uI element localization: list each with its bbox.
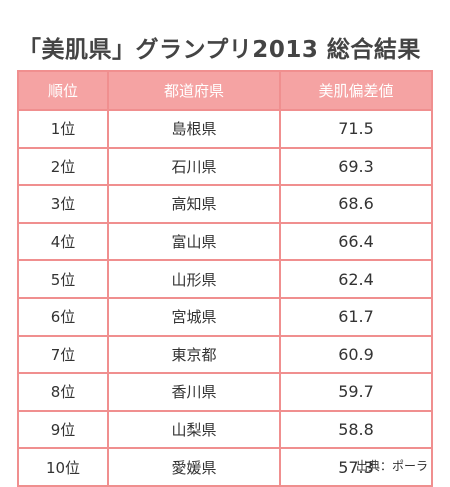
prefecture-cell: 宮城県 bbox=[107, 296, 281, 337]
table-row: 7位 東京都 60.9 bbox=[17, 334, 433, 375]
prefecture-cell: 愛媛県 bbox=[107, 447, 281, 487]
score-cell: 62.4 bbox=[279, 259, 433, 299]
rank-cell: 7位 bbox=[17, 334, 109, 375]
rank-cell: 3位 bbox=[17, 184, 109, 224]
table-row: 3位 高知県 68.6 bbox=[17, 184, 433, 224]
table-row: 6位 宮城県 61.7 bbox=[17, 296, 433, 337]
rank-cell: 9位 bbox=[17, 409, 109, 450]
table-row: 5位 山形県 62.4 bbox=[17, 259, 433, 299]
table-row: 9位 山梨県 58.8 bbox=[17, 409, 433, 450]
prefecture-cell: 山形県 bbox=[107, 259, 281, 299]
rank-cell: 5位 bbox=[17, 259, 109, 299]
score-cell: 60.9 bbox=[279, 334, 433, 375]
source-credit: 出典：ポーラ bbox=[355, 459, 428, 473]
rank-cell: 4位 bbox=[17, 221, 109, 262]
column-header-prefecture: 都道府県 bbox=[107, 70, 281, 111]
rank-cell: 10位 bbox=[17, 447, 109, 487]
table-row: 2位 石川県 69.3 bbox=[17, 146, 433, 187]
prefecture-cell: 山梨県 bbox=[107, 409, 281, 450]
page-title: 「美肌県」グランプリ2013 総合結果 bbox=[18, 37, 421, 63]
score-cell: 61.7 bbox=[279, 296, 433, 337]
rank-cell: 8位 bbox=[17, 372, 109, 412]
prefecture-cell: 香川県 bbox=[107, 372, 281, 412]
prefecture-cell: 石川県 bbox=[107, 146, 281, 187]
table-row: 8位 香川県 59.7 bbox=[17, 372, 433, 412]
prefecture-cell: 高知県 bbox=[107, 184, 281, 224]
score-cell: 66.4 bbox=[279, 221, 433, 262]
score-cell: 59.7 bbox=[279, 372, 433, 412]
rank-cell: 1位 bbox=[17, 109, 109, 149]
column-header-score: 美肌偏差値 bbox=[279, 70, 433, 111]
score-cell: 68.6 bbox=[279, 184, 433, 224]
prefecture-cell: 東京都 bbox=[107, 334, 281, 375]
rank-cell: 6位 bbox=[17, 296, 109, 337]
score-cell: 58.8 bbox=[279, 409, 433, 450]
prefecture-cell: 富山県 bbox=[107, 221, 281, 262]
prefecture-cell: 島根県 bbox=[107, 109, 281, 149]
table-header-row: 順位 都道府県 美肌偏差値 bbox=[17, 70, 433, 111]
rank-cell: 2位 bbox=[17, 146, 109, 187]
score-cell: 71.5 bbox=[279, 109, 433, 149]
score-cell: 69.3 bbox=[279, 146, 433, 187]
ranking-table: 順位 都道府県 美肌偏差値 1位 島根県 71.5 2位 石川県 69.3 3位… bbox=[17, 70, 433, 487]
table-row: 4位 富山県 66.4 bbox=[17, 221, 433, 262]
table-row: 1位 島根県 71.5 bbox=[17, 109, 433, 149]
column-header-rank: 順位 bbox=[17, 70, 109, 111]
